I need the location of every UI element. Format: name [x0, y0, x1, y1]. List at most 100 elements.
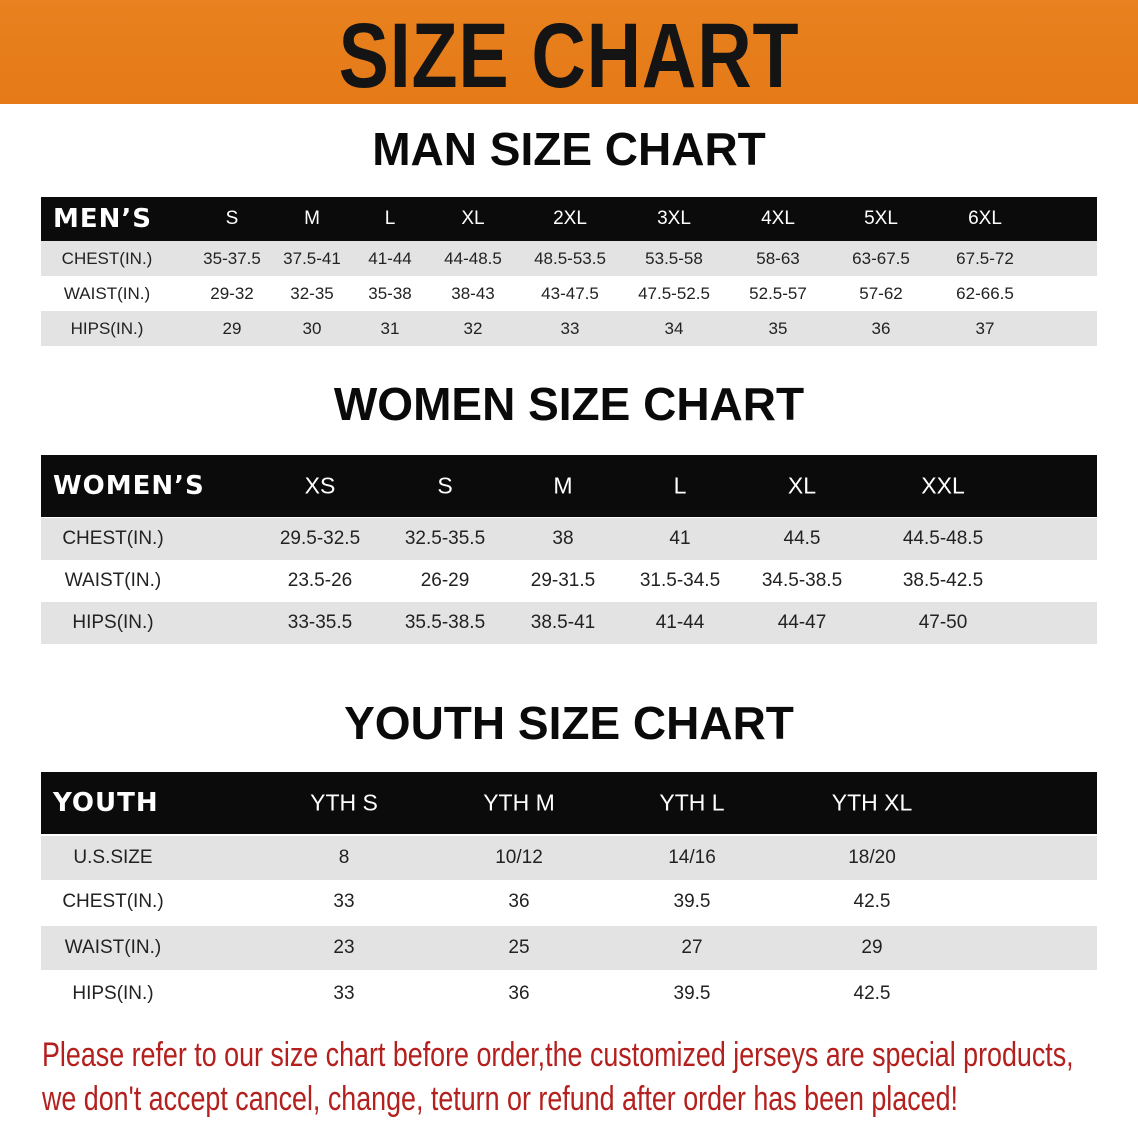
- size-header: YTH M: [483, 789, 555, 816]
- note-line-1: Please refer to our size chart before or…: [42, 1036, 1074, 1074]
- row-label: WAIST(IN.): [64, 937, 162, 958]
- table-cell: 41-44: [368, 248, 412, 268]
- youth-size-table: YOUTH YTH S YTH M YTH L YTH XL U.S.SIZE 8 10/12…: [41, 772, 1097, 1016]
- table-cell: 30: [302, 318, 322, 338]
- table-row: CHEST(IN.) 29.5-32.5 32.5-35.5 38 41 44.5 44.5…: [41, 518, 1097, 560]
- table-cell: 36: [508, 983, 530, 1004]
- table-cell: 44-48.5: [444, 248, 502, 268]
- table-cell: 37.5-41: [283, 248, 341, 268]
- size-header: 6XL: [968, 208, 1002, 229]
- size-header: M: [304, 208, 320, 229]
- row-label: WAIST(IN.): [64, 570, 162, 591]
- table-cell: 33: [560, 318, 580, 338]
- table-row: HIPS(IN.) 33 36 39.5 42.5: [41, 972, 1097, 1016]
- table-cell: 38.5-42.5: [902, 570, 984, 591]
- table-cell: 32-35: [290, 283, 334, 303]
- table-cell: 63-67.5: [852, 248, 910, 268]
- table-cell: 37: [975, 318, 995, 338]
- row-label: WAIST(IN.): [63, 283, 151, 303]
- table-cell: 58-63: [756, 248, 800, 268]
- table-cell: 44.5: [783, 528, 821, 549]
- table-cell: 35-38: [368, 283, 412, 303]
- size-header: 2XL: [553, 208, 587, 229]
- table-cell: 52.5-57: [749, 283, 807, 303]
- table-cell: 34: [664, 318, 684, 338]
- table-cell: 38: [552, 528, 574, 549]
- table-cell: 10/12: [495, 847, 543, 868]
- men-header-row: MEN’S S M L XL 2XL 3XL 4XL 5XL 6XL: [41, 197, 1097, 241]
- table-cell: 32.5-35.5: [404, 528, 486, 549]
- women-header-row: WOMEN’S XS S M L XL XXL: [41, 455, 1097, 517]
- table-cell: 53.5-58: [645, 248, 703, 268]
- size-header: 5XL: [864, 208, 898, 229]
- table-cell: 39.5: [673, 891, 711, 912]
- table-cell: 39.5: [673, 983, 711, 1004]
- table-row: CHEST(IN.) 35-37.5 37.5-41 41-44 44-48.5 48.5…: [41, 241, 1097, 276]
- men-section-title: MAN SIZE CHART: [372, 123, 766, 175]
- table-cell: 34.5-38.5: [761, 570, 843, 591]
- row-label: CHEST(IN.): [62, 891, 164, 912]
- table-cell: 67.5-72: [956, 248, 1014, 268]
- table-row: CHEST(IN.) 33 36 39.5 42.5: [41, 880, 1097, 924]
- table-cell: 36: [871, 318, 891, 338]
- table-cell: 57-62: [859, 283, 903, 303]
- table-row: WAIST(IN.) 29-32 32-35 35-38 38-43 43-47.5 47.…: [41, 276, 1097, 311]
- table-cell: 35-37.5: [203, 248, 261, 268]
- note-line-2: we don't accept cancel, change, teturn o…: [42, 1080, 958, 1118]
- size-header: XL: [461, 208, 485, 229]
- youth-section-title: YOUTH SIZE CHART: [344, 697, 794, 749]
- table-cell: 29-31.5: [530, 570, 596, 591]
- table-row: WAIST(IN.) 23.5-26 26-29 29-31.5 31.5-34.5 34…: [41, 560, 1097, 602]
- table-cell: 33: [333, 891, 355, 912]
- table-row: HIPS(IN.) 33-35.5 35.5-38.5 38.5-41 41-44 44-…: [41, 602, 1097, 644]
- size-header: L: [673, 472, 687, 499]
- table-cell: 62-66.5: [956, 283, 1014, 303]
- table-cell: 29: [222, 318, 242, 338]
- table-row: HIPS(IN.) 29 30 31 32 33 34 35 36 37: [41, 311, 1097, 346]
- table-cell: 42.5: [853, 983, 891, 1004]
- table-cell: 31: [380, 318, 400, 338]
- table-row: U.S.SIZE 8 10/12 14/16 18/20: [41, 836, 1097, 880]
- size-header: L: [384, 208, 396, 229]
- table-cell: 29: [861, 937, 883, 958]
- table-cell: 18/20: [848, 847, 896, 868]
- table-cell: 47-50: [918, 612, 968, 633]
- row-label: CHEST(IN.): [62, 528, 164, 549]
- table-cell: 23.5-26: [287, 570, 353, 591]
- table-cell: 48.5-53.5: [534, 248, 606, 268]
- size-header: M: [553, 472, 573, 499]
- men-header-label: MEN’S: [53, 204, 152, 234]
- table-cell: 27: [681, 937, 703, 958]
- table-cell: 8: [338, 847, 350, 868]
- row-label: HIPS(IN.): [70, 318, 144, 338]
- size-header: XS: [304, 472, 336, 499]
- women-size-table: WOMEN’S XS S M L XL XXL CHEST(IN.) 29.5-32.5 32.5…: [41, 455, 1097, 644]
- women-header-label: WOMEN’S: [53, 471, 205, 501]
- size-header: 3XL: [657, 208, 691, 229]
- size-header: S: [225, 208, 239, 229]
- row-label: HIPS(IN.): [72, 612, 154, 633]
- table-cell: 47.5-52.5: [638, 283, 710, 303]
- table-row: WAIST(IN.) 23 25 27 29: [41, 926, 1097, 970]
- table-cell: 25: [508, 937, 530, 958]
- men-size-table: MEN’S S M L XL 2XL 3XL 4XL 5XL 6XL CHEST(IN.) 35-37…: [41, 197, 1097, 346]
- table-cell: 33-35.5: [287, 612, 353, 633]
- table-cell: 29-32: [210, 283, 254, 303]
- row-label: CHEST(IN.): [61, 248, 153, 268]
- youth-header-label: YOUTH: [53, 788, 159, 818]
- table-cell: 38.5-41: [530, 612, 596, 633]
- table-cell: 43-47.5: [541, 283, 599, 303]
- women-section-title: WOMEN SIZE CHART: [333, 378, 805, 430]
- table-cell: 42.5: [853, 891, 891, 912]
- table-cell: 23: [333, 937, 355, 958]
- table-cell: 44.5-48.5: [902, 528, 984, 549]
- table-cell: 31.5-34.5: [639, 570, 721, 591]
- table-cell: 38-43: [451, 283, 495, 303]
- table-cell: 26-29: [420, 570, 470, 591]
- table-cell: 41-44: [655, 612, 705, 633]
- banner: SIZE CHART: [0, 0, 1138, 107]
- size-header: YTH S: [310, 789, 378, 816]
- table-cell: 14/16: [668, 847, 716, 868]
- table-cell: 44-47: [777, 612, 827, 633]
- youth-header-row: YOUTH YTH S YTH M YTH L YTH XL: [41, 772, 1097, 834]
